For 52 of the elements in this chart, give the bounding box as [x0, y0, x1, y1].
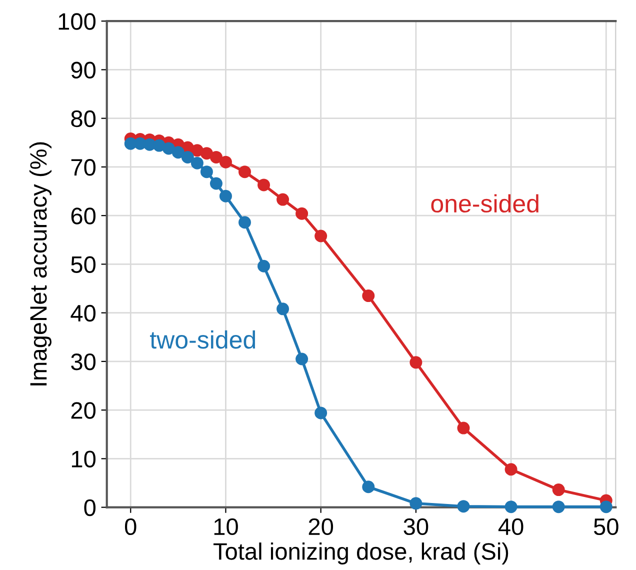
- y-tick-label: 100: [58, 13, 96, 30]
- y-tick-label: 80: [71, 110, 96, 128]
- point: [552, 484, 565, 496]
- series-label: two-sided: [150, 330, 256, 349]
- y-axis-title: ImageNet accuracy (%): [29, 142, 52, 386]
- point: [457, 500, 470, 513]
- y-tick-label: 30: [71, 354, 96, 370]
- y-tick-label: 50: [71, 256, 96, 273]
- point: [258, 178, 270, 192]
- y-tick-label: 20: [71, 402, 96, 419]
- point: [362, 290, 375, 302]
- point: [190, 156, 204, 170]
- y-tick-label: 40: [70, 304, 96, 322]
- point: [210, 177, 222, 190]
- point: [410, 497, 422, 510]
- x-axis-title: Total ionizing dose, krad (Si): [214, 542, 508, 565]
- y-tick-label: 60: [71, 208, 96, 224]
- y-tick-label: 10: [72, 450, 96, 468]
- point: [504, 500, 518, 514]
- point: [258, 260, 270, 272]
- x-tick-label: 30: [404, 518, 428, 536]
- point: [181, 150, 194, 164]
- y-tick-label: 90: [71, 62, 96, 78]
- point: [210, 150, 222, 164]
- point: [219, 156, 232, 168]
- y-tick-label: 70: [71, 159, 96, 176]
- x-tick-label: 40: [498, 518, 524, 536]
- point: [172, 146, 184, 159]
- point: [362, 480, 375, 494]
- point: [552, 500, 565, 514]
- point: [504, 463, 518, 476]
- text: one-sided: [431, 194, 538, 213]
- point: [296, 207, 308, 220]
- x-tick-label: 50: [594, 518, 618, 536]
- point: [457, 422, 470, 434]
- y-tick-label: 0: [84, 499, 96, 516]
- x-tick-label: 20: [308, 518, 334, 536]
- point: [410, 356, 422, 369]
- point: [162, 142, 175, 155]
- x-tick-label: 0: [124, 518, 136, 536]
- point: [314, 406, 328, 420]
- point: [200, 166, 213, 178]
- point: [219, 190, 232, 202]
- point: [238, 216, 251, 229]
- point: [296, 352, 308, 366]
- point: [276, 302, 290, 316]
- x-tick-label: 10: [214, 518, 238, 536]
- point: [600, 500, 612, 514]
- point: [314, 230, 328, 242]
- point: [200, 147, 213, 160]
- point: [276, 193, 290, 206]
- point: [238, 166, 251, 178]
